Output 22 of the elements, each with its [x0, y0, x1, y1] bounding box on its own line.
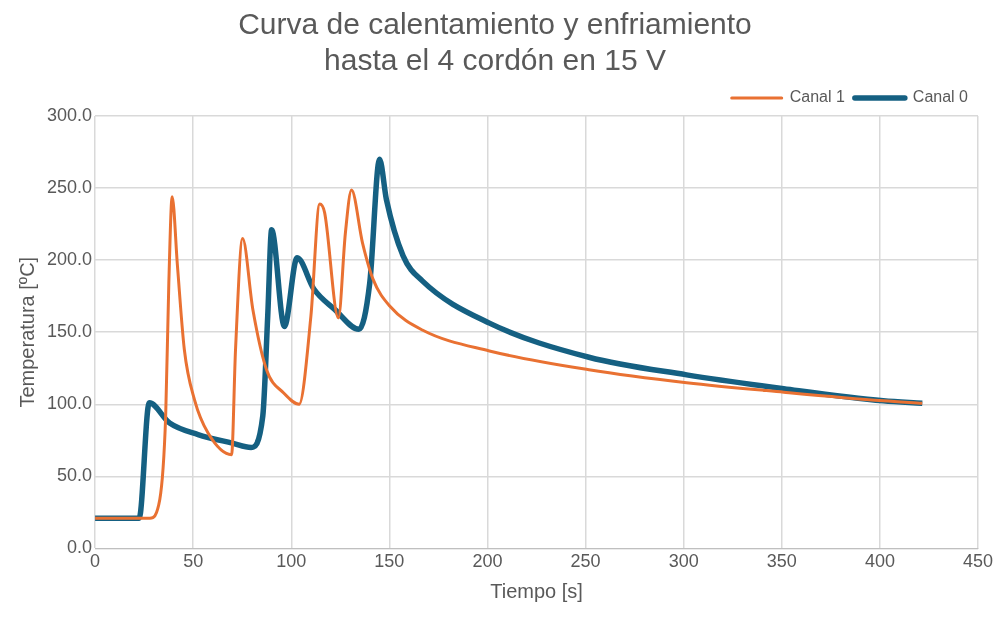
y-tick-label: 100.0	[47, 393, 93, 414]
x-tick-label: 250	[570, 551, 601, 572]
y-tick-label: 150.0	[47, 321, 93, 342]
legend-label: Canal 0	[912, 88, 969, 106]
y-tick-label: 200.0	[47, 249, 93, 270]
x-tick-label: 100	[276, 551, 307, 572]
text: Curva de calentamiento y enfriamiento	[238, 7, 752, 41]
x-tick-label: 400	[864, 551, 895, 572]
y-tick-label: 300.0	[47, 104, 93, 125]
x-tick-label: 450	[962, 551, 994, 572]
x-tick-label: 300	[668, 551, 699, 572]
x-tick-label: 200	[472, 551, 503, 572]
y-axis-title: Temperatura [ºC]	[15, 256, 38, 408]
legend-label: Canal 1	[789, 88, 845, 106]
text: hasta el 4 cordón en 15 V	[324, 43, 666, 77]
x-tick-label: 150	[374, 551, 405, 572]
x-tick-label: 350	[766, 551, 797, 572]
x-axis-title: Tiempo [s]	[490, 579, 583, 602]
y-tick-label: 250.0	[47, 177, 93, 198]
y-tick-label: 50.0	[57, 465, 93, 486]
x-tick-label: 50	[183, 551, 204, 572]
x-tick-label: 0	[90, 551, 101, 572]
